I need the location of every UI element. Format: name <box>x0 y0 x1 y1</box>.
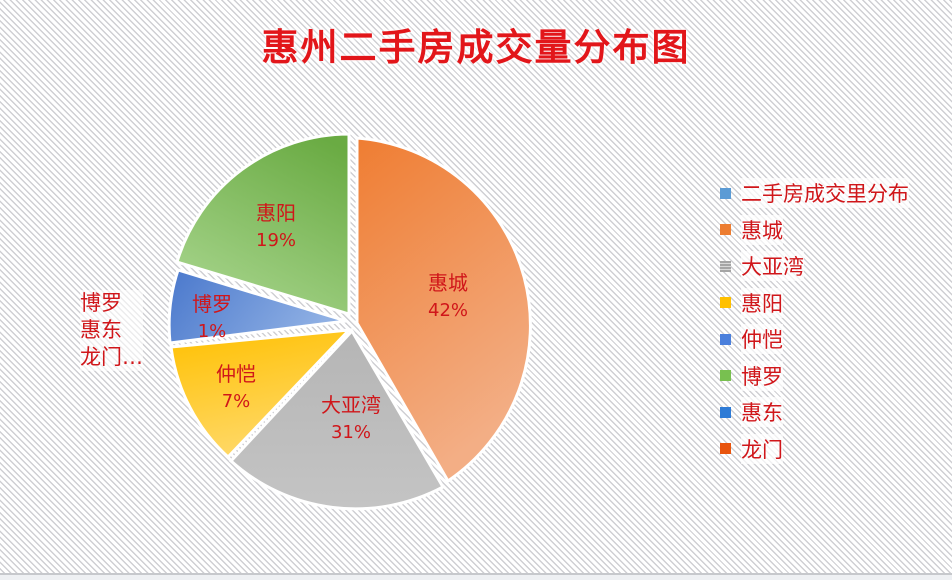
legend-label: 二手房成交里分布 <box>741 178 909 209</box>
side-note-line: 博罗 <box>80 291 122 315</box>
legend-swatch <box>720 297 731 309</box>
legend-item[interactable]: 惠城 <box>720 212 909 249</box>
label-name: 惠阳 <box>255 201 296 225</box>
slice-boluo[interactable] <box>167 268 347 345</box>
legend-item[interactable]: 惠阳 <box>720 285 909 322</box>
label-pct: 7% <box>221 391 251 412</box>
legend-label: 大亚湾 <box>741 251 804 282</box>
label-huicheng: 惠城 42% <box>428 270 468 324</box>
slice-dayawan[interactable] <box>228 328 446 511</box>
legend-item[interactable]: 博罗 <box>720 358 909 395</box>
legend-item[interactable]: 大亚湾 <box>720 248 909 285</box>
chart-title: 惠州二手房成交量分布图 <box>261 25 691 69</box>
legend-swatch <box>720 187 731 199</box>
legend-label: 惠阳 <box>741 287 783 318</box>
label-name: 仲恺 <box>216 362 256 386</box>
side-note-line: 龙门… <box>80 345 143 369</box>
side-annotation: 博罗 惠东 龙门… <box>80 290 143 371</box>
legend-item[interactable]: 龙门 <box>720 431 909 468</box>
label-pct: 42% <box>427 300 469 321</box>
label-name: 惠城 <box>427 271 468 295</box>
label-dayawan: 大亚湾 31% <box>321 392 381 446</box>
label-pct: 19% <box>255 230 297 251</box>
label-pct: 1% <box>197 321 227 342</box>
label-name: 博罗 <box>192 292 232 316</box>
legend-label: 博罗 <box>741 360 783 391</box>
legend-swatch <box>720 260 731 272</box>
legend-swatch <box>720 333 731 345</box>
legend-label: 龙门 <box>741 433 783 464</box>
legend-item[interactable]: 仲恺 <box>720 321 909 358</box>
legend-label: 惠东 <box>741 397 783 428</box>
legend-label: 惠城 <box>741 214 783 245</box>
legend-item[interactable]: 二手房成交里分布 <box>720 175 909 212</box>
slice-huicheng[interactable] <box>355 136 532 484</box>
slice-huiyang[interactable] <box>175 132 351 317</box>
legend-item[interactable]: 惠东 <box>720 394 909 431</box>
label-huiyang: 惠阳 19% <box>256 200 296 254</box>
legend: 二手房成交里分布 惠城 大亚湾 惠阳 仲恺 博罗 惠东 龙门 <box>720 175 909 467</box>
bottom-band <box>0 575 952 580</box>
slice-zhongkai[interactable] <box>169 328 353 460</box>
label-boluo: 博罗 1% <box>192 291 232 345</box>
legend-swatch <box>720 443 731 455</box>
side-note-line: 惠东 <box>80 318 122 342</box>
legend-swatch <box>720 406 731 418</box>
label-pct: 31% <box>330 422 371 443</box>
legend-swatch <box>720 224 731 236</box>
label-name: 大亚湾 <box>321 393 381 417</box>
label-zhongkai: 仲恺 7% <box>216 361 256 415</box>
bottom-border <box>0 573 952 575</box>
legend-swatch <box>720 370 731 382</box>
legend-label: 仲恺 <box>741 324 783 355</box>
